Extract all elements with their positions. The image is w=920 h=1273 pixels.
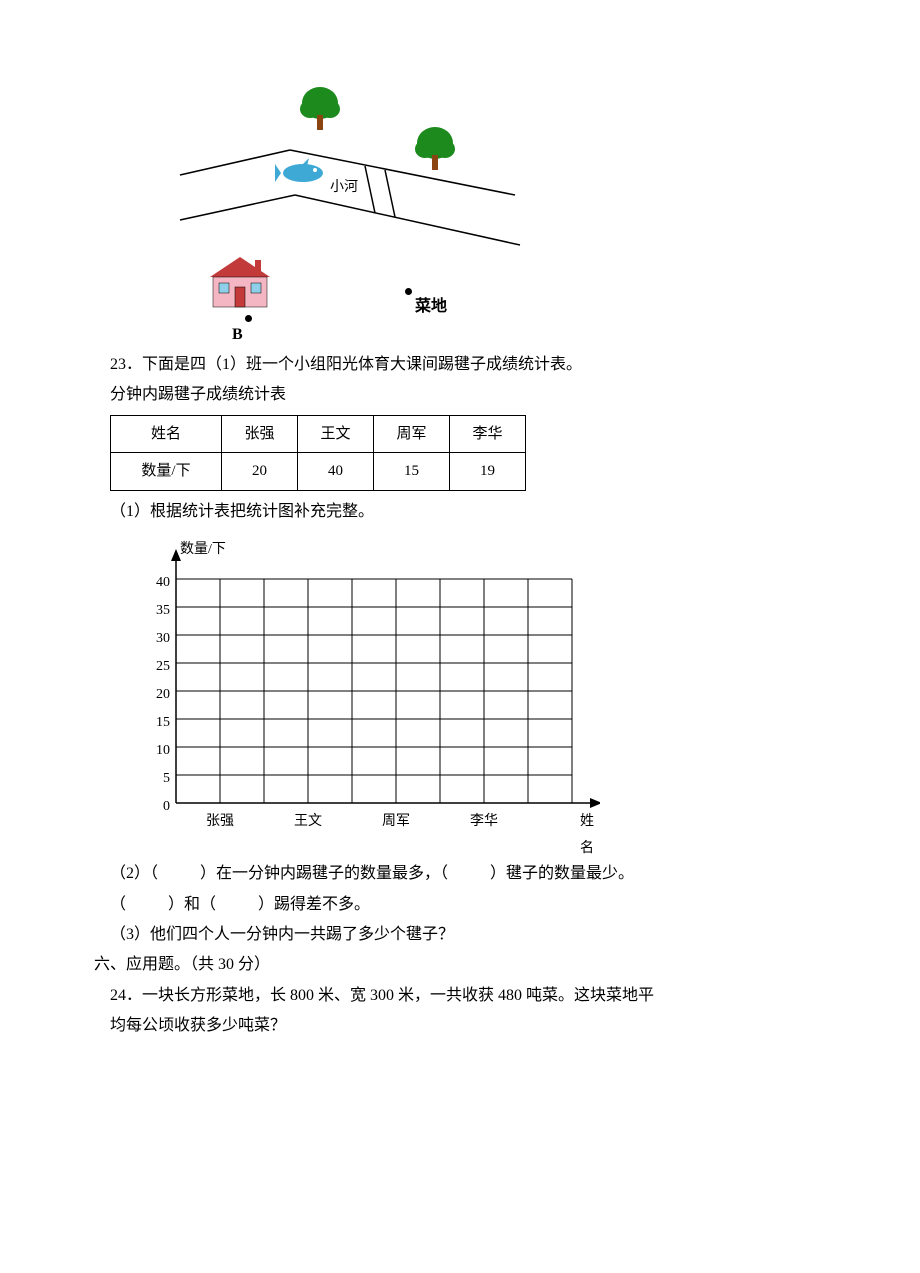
house-icon <box>205 255 275 310</box>
river-label: 小河 <box>330 175 358 202</box>
y-tick-label: 30 <box>142 626 170 653</box>
text: ）毽子的数量最少。 <box>490 865 634 882</box>
y-tick-label: 15 <box>142 710 170 737</box>
point-b-dot <box>245 315 252 322</box>
tree-icon <box>410 125 460 175</box>
table-header-cell: 李华 <box>450 415 526 453</box>
y-tick-label: 40 <box>142 570 170 597</box>
q23-intro-text: 下面是四（1）班一个小组阳光体育大课间踢毽子成绩统计表。 <box>142 356 582 373</box>
q23-subtitle: 分钟内踢毽子成绩统计表 <box>110 380 810 410</box>
table-cell: 40 <box>298 453 374 491</box>
category-label: 李华 <box>459 809 509 836</box>
text: ）和（ <box>168 896 216 913</box>
y-tick-label: 25 <box>142 654 170 681</box>
x-axis-title: 姓名 <box>580 809 600 862</box>
bar-chart-grid: 数量/下 0510152025303540张强王文周军李华姓名 <box>130 535 600 855</box>
q23-part2-line2: （ ）和（ ）踢得差不多。 <box>110 890 810 920</box>
q24-line2: 均每公顷收获多少吨菜？ <box>110 1011 810 1041</box>
q24-line1: 24．一块长方形菜地，长 800 米、宽 300 米，一共收获 480 吨菜。这… <box>110 981 810 1011</box>
text: ）在一分钟内踢毽子的数量最多，（ <box>200 865 448 882</box>
category-label: 周军 <box>371 809 421 836</box>
y-tick-label: 10 <box>142 738 170 765</box>
table-header-cell: 姓名 <box>111 415 222 453</box>
section-6-heading: 六、应用题。（共 30 分） <box>94 950 810 980</box>
q23-number: 23． <box>110 356 142 373</box>
table-header-cell: 周军 <box>374 415 450 453</box>
chart-svg <box>130 535 600 855</box>
point-b-label: B <box>232 320 243 350</box>
table-cell: 数量/下 <box>111 453 222 491</box>
category-label: 张强 <box>195 809 245 836</box>
q23-intro: 23．下面是四（1）班一个小组阳光体育大课间踢毽子成绩统计表。 <box>110 350 810 380</box>
text: （2）（ <box>110 865 158 882</box>
q24-text1: 一块长方形菜地，长 800 米、宽 300 米，一共收获 480 吨菜。这块菜地… <box>142 987 654 1004</box>
y-tick-label: 35 <box>142 598 170 625</box>
text: ）踢得差不多。 <box>258 896 370 913</box>
q23-part1: （1）根据统计表把统计图补充完整。 <box>110 497 810 527</box>
table-row: 数量/下 20 40 15 19 <box>111 453 526 491</box>
tree-icon <box>295 85 345 135</box>
fish-icon <box>275 158 330 188</box>
field-label: 菜地 <box>415 292 447 322</box>
score-table: 姓名 张强 王文 周军 李华 数量/下 20 40 15 19 <box>110 415 526 491</box>
category-label: 王文 <box>283 809 333 836</box>
y-tick-label: 5 <box>142 766 170 793</box>
text: （ <box>110 896 126 913</box>
table-header-cell: 王文 <box>298 415 374 453</box>
table-header-row: 姓名 张强 王文 周军 李华 <box>111 415 526 453</box>
y-tick-label: 0 <box>142 794 170 821</box>
river-illustration: 小河 B 菜地 <box>170 80 540 340</box>
table-cell: 15 <box>374 453 450 491</box>
table-header-cell: 张强 <box>222 415 298 453</box>
q24-number: 24． <box>110 987 142 1004</box>
y-tick-label: 20 <box>142 682 170 709</box>
table-cell: 19 <box>450 453 526 491</box>
page: 小河 B 菜地 23．下面是四（1）班一个小组阳光体育大课间踢毽子成绩统计表。 … <box>0 0 920 1273</box>
table-cell: 20 <box>222 453 298 491</box>
q23-part3: （3）他们四个人一分钟内一共踢了多少个毽子？ <box>110 920 810 950</box>
field-dot <box>405 288 412 295</box>
q23-part2-line1: （2）（ ）在一分钟内踢毽子的数量最多，（ ）毽子的数量最少。 <box>110 859 810 889</box>
